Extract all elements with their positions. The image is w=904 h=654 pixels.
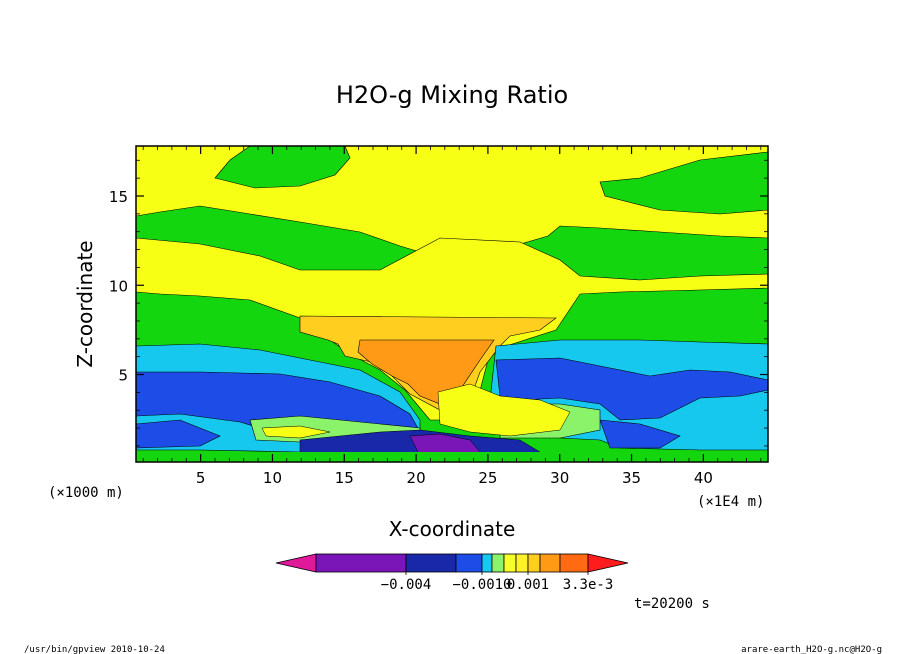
colorbar-swatch bbox=[481, 553, 493, 573]
colorbar-extend-high bbox=[587, 553, 629, 573]
y-axis-label: Z-coordinate bbox=[73, 240, 97, 367]
x-tick-label: 15 bbox=[335, 469, 354, 487]
x-tick-label: 25 bbox=[478, 469, 497, 487]
colorbar-swatch bbox=[527, 553, 541, 573]
x-tick-label: 30 bbox=[550, 469, 569, 487]
x-tick-label: 10 bbox=[263, 469, 282, 487]
band-yellow-lower bbox=[261, 383, 571, 439]
time-label: t=20200 s bbox=[634, 596, 710, 612]
band-yellow-upper bbox=[136, 146, 768, 259]
x-tick-label: 35 bbox=[622, 469, 641, 487]
colorbar-swatch bbox=[515, 553, 529, 573]
colorbar-swatch bbox=[405, 553, 457, 573]
y-axis: 5 10 15 bbox=[109, 159, 768, 447]
x-axis-label: X-coordinate bbox=[389, 517, 516, 541]
y-tick-label: 5 bbox=[118, 367, 128, 385]
x-tick-label: 20 bbox=[407, 469, 426, 487]
chart-title: H2O-g Mixing Ratio bbox=[336, 81, 568, 109]
colorbar-swatch bbox=[539, 553, 561, 573]
footer-right: arare-earth_H2O-g.nc@H2O-g bbox=[741, 645, 882, 654]
y-tick-label: 10 bbox=[109, 277, 128, 295]
x-axis: 5 10 15 20 25 30 35 40 bbox=[142, 146, 762, 487]
colorbar-swatch bbox=[491, 553, 505, 573]
colorbar-swatch bbox=[455, 553, 483, 573]
x-tick-label: 40 bbox=[694, 469, 713, 487]
colorbar-label: 0.001 bbox=[507, 577, 549, 593]
footer-left: /usr/bin/gpview 2010-10-24 bbox=[24, 645, 165, 654]
colorbar-label: 3.3e-3 bbox=[563, 577, 614, 593]
contour-field bbox=[136, 146, 768, 462]
colorbar-extend-low bbox=[275, 553, 317, 573]
plot-frame bbox=[135, 145, 769, 463]
colorbar-swatch bbox=[503, 553, 517, 573]
colorbar bbox=[275, 553, 629, 573]
x-unit-label: (×1E4 m) bbox=[697, 494, 764, 510]
colorbar-swatch bbox=[559, 553, 589, 573]
x-tick-label: 5 bbox=[196, 469, 206, 487]
y-unit-label: (×1000 m) bbox=[48, 485, 124, 501]
colorbar-label: −0.0010 bbox=[452, 577, 511, 593]
y-tick-label: 15 bbox=[109, 188, 128, 206]
band-green-bottom bbox=[136, 452, 768, 462]
colorbar-label: −0.004 bbox=[381, 577, 432, 593]
colorbar-swatch bbox=[315, 553, 407, 573]
